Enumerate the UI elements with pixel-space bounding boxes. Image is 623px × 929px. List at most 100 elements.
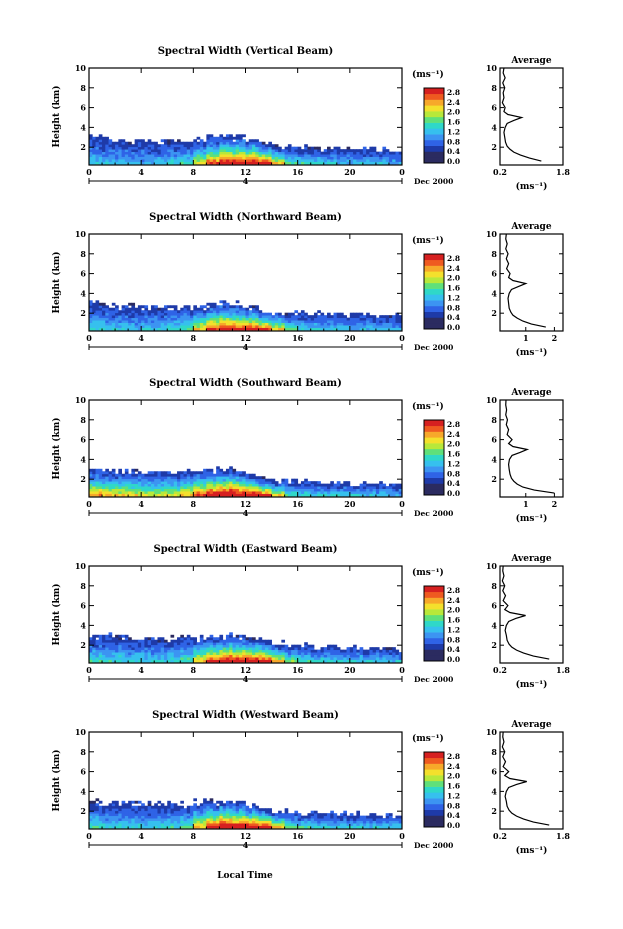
heatmap-cell [349,159,354,162]
heatmap-cell [320,659,325,663]
heatmap-cell [313,659,318,663]
heatmap-cell [177,637,181,641]
heatmap-cell [154,483,158,487]
heatmap-cell [95,654,100,658]
heatmap-cell [238,481,243,485]
heatmap-cell [268,154,272,157]
heatmap-cell [118,639,122,643]
heatmap-cell [385,151,390,155]
heatmap-cell [366,825,370,829]
heatmap-cell [382,647,387,651]
heatmap-cell [206,647,211,651]
heatmap-cell [392,647,396,651]
heatmap-cell [385,161,390,165]
heatmap-cell [186,471,191,475]
heatmap-cell [281,652,286,655]
heatmap-cell [102,478,106,482]
heatmap-cell [222,493,227,497]
heatmap-cell [209,798,214,802]
heatmap-cell [225,483,230,487]
heatmap-cell [219,639,224,643]
heatmap-cell [154,146,158,150]
heatmap-cell [173,481,178,485]
heatmap-cell [203,647,207,651]
heatmap-cell [124,820,129,824]
heatmap-cell [190,647,194,651]
heatmap-cell [196,642,201,646]
heatmap-cell [310,820,315,824]
heatmap-cell [284,320,289,323]
heatmap-cell [108,637,113,641]
heatmap-cell [144,315,149,319]
heatmap-cell [284,161,289,165]
heatmap-cell [115,315,119,319]
heatmap-cell [134,483,139,487]
heatmap-cell [144,144,149,148]
y-tick-label: 8 [80,415,86,425]
heatmap-cell [242,644,246,648]
heatmap-cell [206,803,211,807]
heatmap-cell [369,315,374,319]
heatmap-cell [111,652,116,655]
heatmap-cell [167,488,171,492]
heatmap-cell [193,649,197,653]
heatmap-cell [238,139,243,143]
heatmap-cell [336,815,341,819]
colorbar-tick-label: 2.0 [447,606,460,615]
heatmap-cell [203,813,207,817]
heatmap-cell [203,803,207,807]
heatmap-cell [349,815,354,819]
heatmap-cell [95,808,100,812]
heatmap-cell [141,815,145,819]
heatmap-cell [300,327,305,331]
heatmap-cell [170,156,175,160]
panel-3: Spectral Width (Southward Beam)Height (k… [51,378,564,524]
heatmap-cell [144,161,149,165]
heatmap-cell [131,647,136,651]
heatmap-cell [186,486,191,489]
heatmap-cell [353,317,357,321]
heatmap-cell [118,310,122,314]
heatmap-cell [193,805,197,809]
heatmap-cell [313,320,318,323]
heatmap-cell [375,491,380,494]
heatmap-cell [108,483,113,487]
heatmap-cell [183,320,188,323]
heatmap-cell [105,825,109,829]
heatmap-cell [186,805,191,809]
heatmap-cell [144,327,149,331]
y-axis-label: Height (km) [51,583,62,645]
heatmap-cell [134,800,139,804]
heatmap-cell [359,325,364,328]
heatmap-cell [141,657,145,660]
heatmap-cell [323,161,328,165]
heatmap-cell [170,652,175,655]
heatmap-cell [121,144,126,148]
heatmap-cell [199,154,204,157]
avg-y-tick-label: 8 [491,249,497,259]
heatmap-cell [128,637,132,641]
heatmap-cell [216,647,220,651]
heatmap-cell [102,141,106,145]
heatmap-cell [160,156,165,160]
heatmap-cell [271,154,276,157]
heatmap-cell [252,473,256,477]
heatmap-cell [193,325,197,328]
x-tick-label: 12 [240,831,251,841]
heatmap-cell [255,657,259,660]
heatmap-cell [154,310,158,314]
heatmap-cell [95,327,100,331]
heatmap-cell [336,488,341,492]
heatmap-cell [108,649,113,653]
heatmap-cell [108,322,113,326]
heatmap-cell [216,652,220,655]
heatmap-cell [297,825,302,829]
heatmap-cell [379,654,383,658]
heatmap-cell [255,320,259,323]
heatmap-cell [366,154,370,157]
heatmap-cell [330,156,334,160]
heatmap-cell [108,149,113,153]
heatmap-cell [229,161,233,165]
heatmap-cell [255,312,259,316]
heatmap-cell [144,820,149,824]
